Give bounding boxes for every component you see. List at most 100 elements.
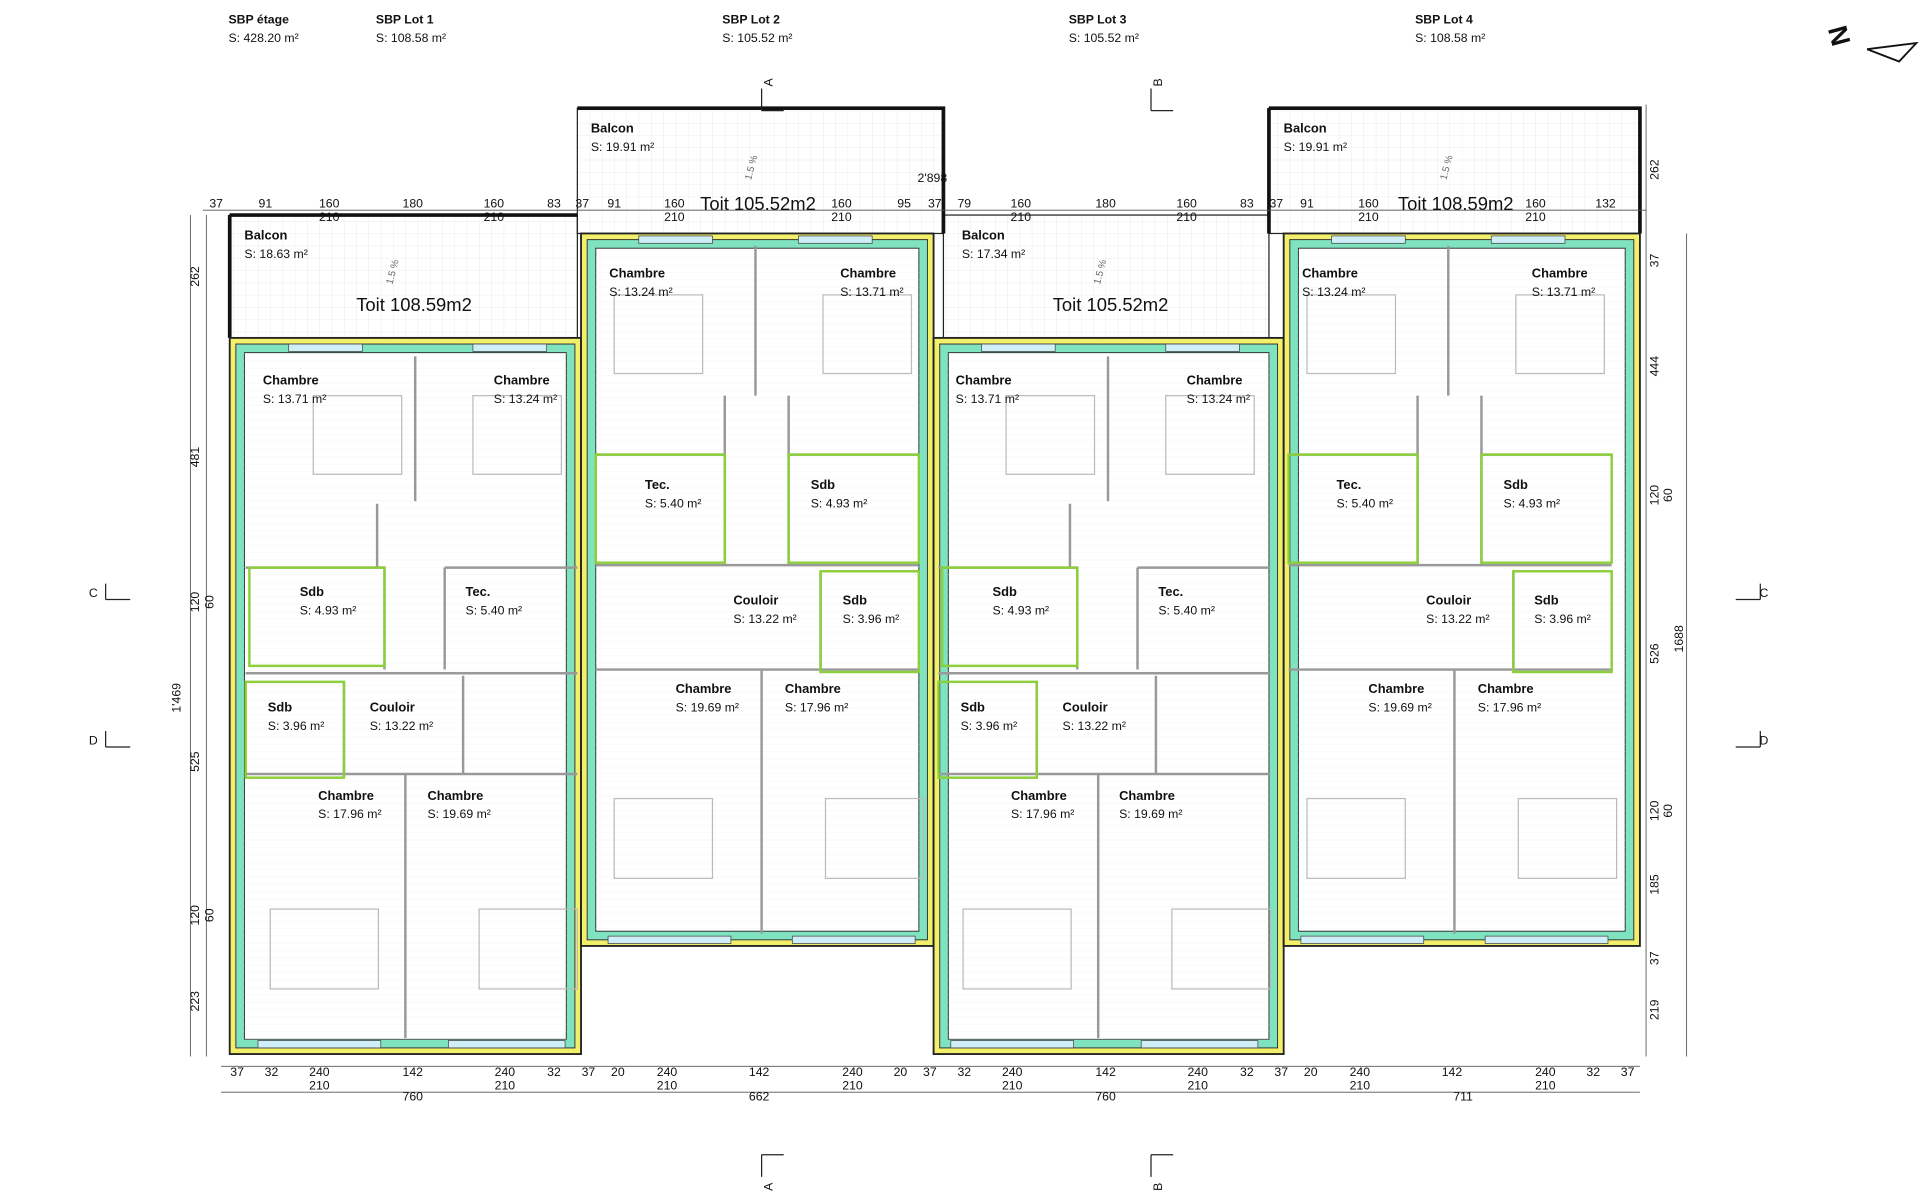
dimension: 180 [403, 197, 424, 211]
window [447, 1040, 566, 1049]
section-label: D [89, 733, 98, 747]
dimension: 37 [582, 1065, 596, 1079]
section-marker [1150, 88, 1174, 112]
dimension: 20 [611, 1065, 625, 1079]
dimension: 185 [1647, 874, 1661, 895]
room-area: S: 13.71 m² [1532, 285, 1595, 299]
room-area: S: 17.96 m² [318, 807, 381, 821]
section-label: B [1151, 78, 1165, 86]
header-title: SBP Lot 4 [1415, 12, 1473, 26]
dimension: 223 [188, 991, 202, 1012]
window [791, 935, 916, 944]
dimension: 526 [1647, 643, 1661, 664]
room-area: S: 13.24 m² [609, 285, 672, 299]
room-name: Chambre [318, 788, 374, 803]
room-name: Chambre [676, 681, 732, 696]
dimension: 240 [1350, 1065, 1371, 1079]
north-arrow [1866, 41, 1919, 63]
section-label: A [762, 77, 776, 86]
room-area: S: 19.69 m² [1119, 807, 1182, 821]
section-marker [760, 88, 784, 112]
dimension: 37 [1647, 951, 1661, 965]
bed [1005, 395, 1096, 475]
dimension: 210 [1358, 210, 1379, 224]
room-area: S: 13.22 m² [1426, 612, 1489, 626]
dimension: 83 [1240, 197, 1254, 211]
room-name: Tec. [1158, 584, 1183, 599]
dimension: 210 [657, 1079, 678, 1093]
dimension: 210 [1176, 210, 1197, 224]
room-name: Sdb [300, 584, 324, 599]
window [1165, 343, 1240, 352]
window [472, 343, 548, 352]
room-name: Chambre [956, 373, 1012, 388]
wet-room [594, 453, 726, 564]
room-area: S: 13.24 m² [494, 392, 557, 406]
window [607, 935, 732, 944]
room-area: S: 13.71 m² [956, 392, 1019, 406]
wet-room [1287, 453, 1419, 564]
room-area: S: 3.96 m² [843, 612, 900, 626]
section-marker [760, 1154, 784, 1177]
room-name: Chambre [785, 681, 841, 696]
dimension: 32 [957, 1065, 971, 1079]
dimension: 160 [664, 197, 685, 211]
dimension: 210 [309, 1079, 330, 1093]
room-name: Chambre [494, 373, 550, 388]
dimension: 37 [1647, 254, 1661, 268]
dimension: 37 [1269, 197, 1283, 211]
room-name: Chambre [1532, 266, 1588, 281]
bed [312, 395, 403, 475]
header-area: S: 105.52 m² [722, 31, 792, 45]
bed [1171, 908, 1271, 990]
room-name: Couloir [370, 699, 415, 714]
room-area: S: 19.91 m² [1284, 140, 1347, 154]
dimension: 20 [1304, 1065, 1318, 1079]
room-area: S: 17.96 m² [785, 700, 848, 714]
dimension: 210 [831, 210, 852, 224]
dimension: 240 [1187, 1065, 1208, 1079]
dimension: 37 [1274, 1065, 1288, 1079]
roof-label: Toit 105.52m2 [1053, 294, 1169, 315]
room-area: S: 5.40 m² [645, 496, 702, 510]
room-area: S: 13.71 m² [840, 285, 903, 299]
room-area: S: 13.24 m² [1302, 285, 1365, 299]
roof-label: Toit 105.52m2 [700, 193, 816, 214]
north-label: N [1822, 23, 1856, 50]
dimension: 240 [657, 1065, 678, 1079]
dimension: 60 [203, 595, 217, 609]
room-area: S: 5.40 m² [466, 603, 523, 617]
room-area: S: 19.91 m² [591, 140, 654, 154]
dimension: 37 [230, 1065, 244, 1079]
bed [1306, 797, 1406, 880]
room-name: Balcon [244, 228, 287, 243]
dimension: 760 [1095, 1090, 1116, 1104]
room-area: S: 13.22 m² [1063, 719, 1126, 733]
roof-label: Toit 108.59m2 [356, 294, 472, 315]
header-area: S: 428.20 m² [228, 31, 298, 45]
dimension: 711 [1453, 1090, 1473, 1104]
header-title: SBP étage [228, 12, 289, 26]
dimension: 32 [1240, 1065, 1254, 1079]
room-area: S: 19.69 m² [676, 700, 739, 714]
bed [1165, 395, 1255, 475]
dimension: 210 [484, 210, 505, 224]
room-area: S: 17.34 m² [962, 247, 1025, 261]
dimension: 662 [749, 1090, 770, 1104]
dimension: 37 [575, 197, 589, 211]
dimension: 1'469 [170, 683, 184, 713]
room-name: Chambre [1478, 681, 1534, 696]
room-name: Balcon [962, 228, 1005, 243]
section-marker [1735, 583, 1761, 601]
wet-room [1480, 453, 1613, 564]
wet-room [940, 566, 1079, 668]
bed [1517, 797, 1618, 880]
room-name: Chambre [840, 266, 896, 281]
dimension: 79 [957, 197, 971, 211]
room-area: S: 3.96 m² [1534, 612, 1591, 626]
dimension: 160 [1011, 197, 1032, 211]
room-area: S: 19.69 m² [427, 807, 490, 821]
roof-label: Toit 108.59m2 [1398, 193, 1514, 214]
